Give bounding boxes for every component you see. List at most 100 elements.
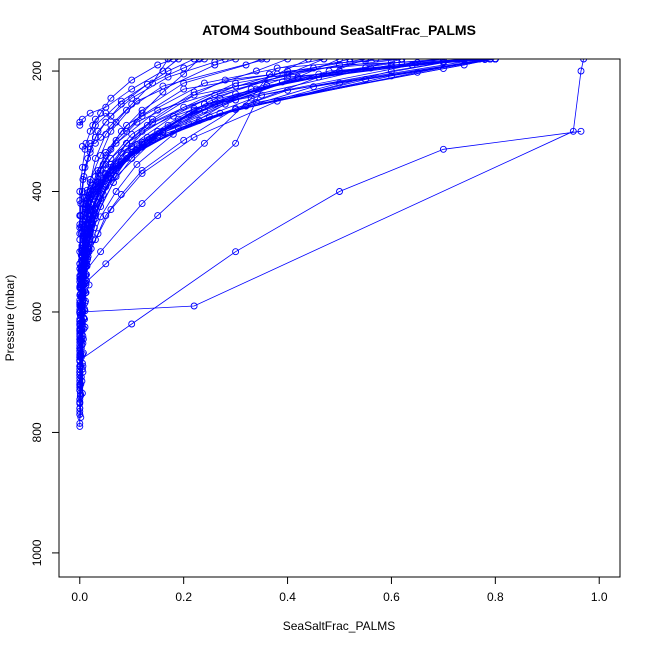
data-point-32-6 [128,145,136,153]
data-point-42-7 [159,127,167,135]
data-point-32-5 [102,180,110,188]
data-point-23-10 [284,70,292,78]
data-point-31-6 [123,151,130,159]
data-point-48-2 [154,212,162,220]
data-point-40-10 [242,61,250,69]
data-point-33-6 [138,141,146,148]
series-line-46 [79,59,584,313]
data-point-38-8 [195,59,203,63]
data-point-39-1 [81,145,89,153]
data-point-45-7 [81,260,88,268]
data-point-40-11 [258,59,266,63]
data-point-34-4 [89,121,97,129]
data-point-5-13 [221,76,229,84]
chart-title: ATOM4 Southbound SeaSaltFrac_PALMS [202,22,476,38]
data-point-2-11 [91,154,99,162]
data-point-46-0 [76,308,84,316]
data-point-35-9 [200,59,208,63]
data-point-37-3 [86,109,94,117]
data-point-34-8 [154,61,162,69]
data-point-44-2 [87,245,95,253]
data-point-45-4 [81,323,89,331]
x-tick-label-4: 0.8 [487,590,504,604]
data-point-48-6 [346,59,354,66]
data-point-44-9 [315,73,323,81]
series-layer [76,59,588,430]
data-point-48-7 [398,59,406,63]
data-point-39-3 [91,139,99,147]
data-point-2-15 [263,59,271,63]
data-point-47-1 [128,320,136,328]
series-line-49 [79,73,270,280]
data-point-47-2 [232,248,240,256]
data-point-43-0 [76,296,84,304]
y-axis-label: Pressure (mbar) [3,275,17,362]
data-point-44-4 [102,212,110,220]
data-point-46-1 [190,302,198,310]
data-point-49-1 [97,248,105,256]
data-point-37-7 [175,59,182,63]
data-point-49-0 [76,275,84,283]
data-point-45-6 [85,281,93,289]
data-point-47-3 [336,188,343,195]
data-point-38-7 [180,70,188,78]
data-point-48-0 [76,284,84,292]
data-point-39-4 [97,133,105,141]
data-point-20-7 [83,186,91,194]
series-line-38 [89,59,200,132]
data-point-42-6 [128,154,136,162]
data-point-41-3 [87,206,95,214]
data-point-24-0 [76,389,84,397]
data-point-37-5 [128,85,136,93]
series-line-47 [79,130,582,361]
data-point-41-10 [284,59,292,63]
series-line-39 [82,59,169,150]
data-point-2-13 [123,106,130,114]
data-point-45-0 [76,407,84,415]
data-point-45-2 [78,365,86,373]
data-point-36-5 [107,112,115,120]
data-point-45-11 [190,133,198,141]
data-point-6-12 [154,106,162,114]
data-point-40-6 [102,151,110,159]
data-point-33-7 [200,106,208,114]
data-point-32-9 [439,59,447,65]
series-line-41 [79,59,288,276]
data-point-44-10 [362,59,369,63]
data-point-25-11 [372,59,380,63]
data-point-45-13 [387,67,395,75]
data-point-36-8 [211,59,219,66]
data-point-44-8 [232,104,240,112]
x-axis-label: SeaSaltFrac_PALMS [283,619,396,633]
data-point-36-1 [76,197,84,204]
data-point-41-1 [78,251,86,259]
data-point-47-4 [439,145,447,153]
data-point-39-8 [164,59,172,63]
data-point-45-8 [91,236,99,244]
data-point-49-2 [138,200,146,208]
series-line-33 [79,59,496,312]
series-line-36 [79,59,226,225]
data-point-46-3 [577,67,585,75]
x-tick-label-0: 0.0 [71,590,88,604]
data-point-42-10 [304,59,312,63]
data-point-34-1 [76,188,84,195]
data-point-35-1 [77,200,85,208]
data-point-48-1 [102,260,110,268]
data-point-44-7 [180,136,188,144]
data-point-42-4 [97,203,105,211]
x-tick-label-2: 0.4 [279,590,296,604]
data-point-7-11 [128,130,136,138]
data-point-45-3 [76,344,84,352]
data-point-39-7 [149,79,156,87]
data-point-42-8 [206,97,214,105]
data-point-36-3 [86,148,94,156]
data-point-39-6 [128,100,136,108]
data-point-45-9 [107,206,115,214]
data-point-40-9 [180,79,188,87]
data-point-38-4 [123,127,130,135]
data-point-34-9 [169,59,177,63]
data-point-19-11 [413,68,421,76]
x-axis: 0.0 0.2 0.4 0.6 0.8 1.0 [71,576,608,604]
